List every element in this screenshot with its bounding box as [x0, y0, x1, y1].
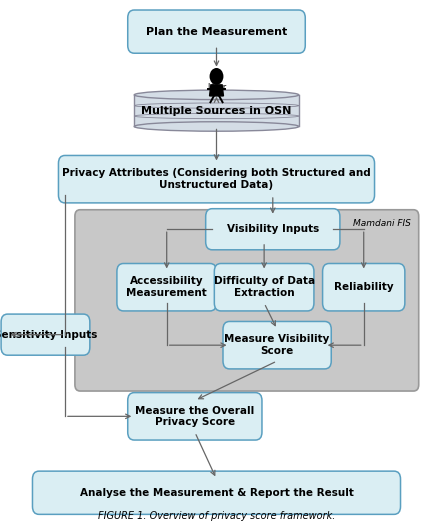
Text: User: User [207, 83, 226, 92]
Text: Visibility Inputs: Visibility Inputs [226, 225, 319, 234]
Text: Privacy Attributes (Considering both Structured and
Unstructured Data): Privacy Attributes (Considering both Str… [62, 169, 371, 190]
Text: Difficulty of Data
Extraction: Difficulty of Data Extraction [213, 277, 315, 298]
Bar [134, 95, 299, 126]
FancyBboxPatch shape [206, 209, 340, 250]
Text: Measure Visibility
Score: Measure Visibility Score [224, 335, 330, 356]
FancyBboxPatch shape [214, 264, 314, 311]
FancyBboxPatch shape [128, 393, 262, 440]
Text: Analyse the Measurement & Report the Result: Analyse the Measurement & Report the Res… [80, 488, 353, 497]
FancyBboxPatch shape [32, 471, 401, 514]
FancyBboxPatch shape [75, 210, 419, 391]
Text: Mamdani FIS: Mamdani FIS [352, 219, 410, 228]
FancyBboxPatch shape [128, 10, 305, 53]
Circle shape [210, 68, 223, 85]
FancyBboxPatch shape [1, 314, 90, 355]
Text: Plan the Measurement: Plan the Measurement [146, 27, 287, 36]
FancyBboxPatch shape [223, 321, 331, 369]
Polygon shape [210, 85, 223, 96]
FancyBboxPatch shape [117, 264, 216, 311]
FancyBboxPatch shape [323, 264, 405, 311]
Ellipse shape [134, 90, 299, 100]
Text: Accessibility
Measurement: Accessibility Measurement [126, 277, 207, 298]
Text: Reliability: Reliability [334, 282, 394, 292]
Text: Sensitivity Inputs: Sensitivity Inputs [0, 330, 97, 339]
Text: FIGURE 1. Overview of privacy score framework.: FIGURE 1. Overview of privacy score fram… [98, 511, 335, 521]
Text: Multiple Sources in OSN: Multiple Sources in OSN [141, 106, 292, 115]
Ellipse shape [134, 122, 299, 131]
FancyBboxPatch shape [58, 155, 375, 203]
Text: Measure the Overall
Privacy Score: Measure the Overall Privacy Score [135, 406, 255, 427]
